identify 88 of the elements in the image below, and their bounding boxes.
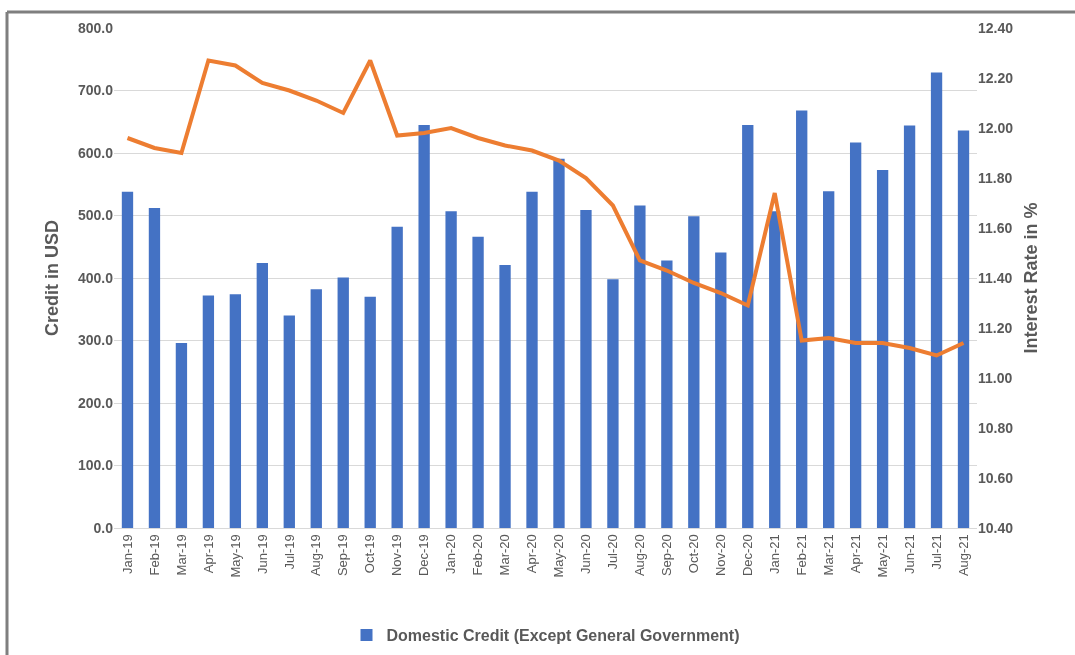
x-tick-label: Mar-20 [497,534,513,576]
y-tick-label: 600.0 [77,144,114,161]
bar [499,264,511,528]
y-tick-label: 0.0 [93,519,114,536]
bar [796,110,808,528]
x-tick-label: Jul-21 [928,534,944,570]
x-tick-label: Aug-20 [632,534,648,577]
x-tick-label: Sep-20 [659,534,675,577]
y2-tick-label: 10.60 [978,469,1014,486]
x-tick-label: Dec-20 [739,534,755,577]
x-tick-label: Jun-19 [254,534,270,574]
y2-tick-label: 11.40 [978,269,1013,286]
legend-label: Domestic Credit (Except General Government) [386,627,740,645]
x-tick-label: Jan-20 [443,534,459,574]
bar [580,209,592,528]
bar [849,142,862,528]
x-tick-label: Jan-19 [119,534,135,574]
y-tick-label: 400.0 [77,269,114,286]
x-tick-label: Jun-21 [901,534,917,574]
x-tick-label: Mar-19 [173,534,189,576]
bar [310,289,322,528]
y2-axis-title: Interest Rate in % [1021,202,1042,354]
bar [553,158,565,528]
y-tick-label: 500.0 [77,207,114,224]
y-axis-title: Credit in USD [42,219,63,337]
bar [957,130,970,528]
line-series [125,58,966,358]
x-tick-label: Apr-20 [524,534,540,574]
x-tick-label: Mar-21 [820,534,836,576]
y2-tick-label: 12.40 [978,19,1014,36]
bar [256,263,268,528]
y2-tick-label: 12.00 [978,119,1014,136]
y-tick-label: 300.0 [77,332,114,349]
x-tick-label: Feb-20 [470,534,486,576]
bar [148,208,161,528]
bar [472,236,484,528]
x-tick-label: Apr-21 [847,534,863,574]
y-tick-label: 100.0 [77,457,114,474]
bar [715,252,727,528]
y2-tick-label: 10.80 [978,419,1014,436]
bar [337,277,349,528]
x-tick-label: Dec-19 [416,534,432,577]
y-tick-label: 700.0 [77,82,114,99]
y2-tick-label: 11.80 [978,169,1013,186]
bar [283,315,295,528]
bar [688,216,700,528]
x-tick-label: Jul-20 [605,534,621,570]
x-tick-label: Oct-19 [362,534,378,574]
x-tick-label: Jan-21 [766,534,782,574]
x-tick-label: Aug-19 [308,534,324,577]
bar [121,191,134,528]
x-tick-label: Jun-20 [578,534,594,574]
bar [364,296,376,528]
bar [823,191,835,528]
bar [202,295,215,528]
x-tick-label: Sep-19 [335,534,351,577]
bar [175,343,188,528]
bar [607,279,619,528]
bar [418,124,430,528]
bar [742,124,754,528]
bar [391,226,403,528]
y2-tick-label: 11.20 [978,319,1013,336]
x-tick-label: May-19 [227,534,243,578]
x-tick-label: May-21 [874,534,890,578]
y2-tick-label: 11.60 [978,219,1013,236]
x-tick-label: Apr-19 [200,534,216,574]
y2-tick-label: 12.20 [978,69,1014,86]
x-tick-label: Nov-19 [389,534,405,577]
bar [634,205,646,528]
x-tick-label: Aug-21 [955,534,971,577]
bar [526,191,538,528]
y-tick-label: 200.0 [77,394,114,411]
x-tick-label: Feb-21 [793,534,809,576]
bar [903,125,916,528]
x-tick-label: Nov-20 [713,534,729,577]
x-tick-label: Feb-19 [146,534,162,576]
y-tick-label: 800.0 [77,19,114,36]
x-tick-label: Oct-20 [686,534,702,574]
x-tick-label: Jul-19 [281,534,297,570]
bar [930,72,943,528]
y2-tick-label: 10.40 [978,519,1014,536]
bar [445,211,457,528]
x-tick-label: May-20 [551,534,567,578]
bar [661,260,673,528]
bar [876,169,889,528]
y2-tick-label: 11.00 [978,369,1013,386]
bar [229,294,242,528]
bar [769,211,781,528]
